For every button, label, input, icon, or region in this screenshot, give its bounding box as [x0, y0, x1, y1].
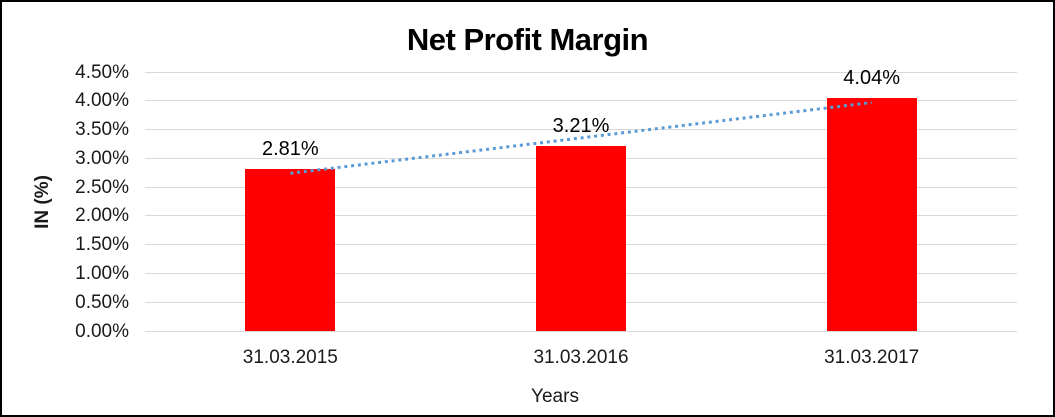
y-tick-label: 4.00% [75, 90, 129, 112]
x-tick-label: 31.03.2016 [533, 347, 629, 368]
y-tick-label: 4.50% [75, 61, 129, 83]
bar [536, 146, 626, 331]
bar [826, 98, 917, 331]
y-tick-label: 3.50% [75, 119, 129, 141]
y-tick-label: 3.00% [75, 147, 129, 169]
bar-data-label: 2.81% [261, 138, 319, 161]
gridline [145, 71, 1017, 73]
x-axis-title: Years [531, 386, 579, 407]
bar [245, 169, 336, 331]
x-tick-label: 31.03.2015 [242, 347, 338, 368]
y-tick-label: 0.00% [75, 320, 129, 342]
gridline [145, 330, 1017, 332]
y-tick-label: 2.50% [75, 176, 129, 198]
y-tick-label: 2.00% [75, 205, 129, 227]
y-tick-label: 1.00% [75, 262, 129, 284]
y-tick-label: 0.50% [75, 291, 129, 313]
y-tick-label: 1.50% [75, 234, 129, 256]
bar-data-label: 3.21% [552, 115, 610, 138]
chart-title: Net Profit Margin [406, 22, 649, 57]
x-tick-label: 31.03.2017 [824, 347, 920, 368]
gridline [145, 100, 1017, 102]
bar-data-label: 4.04% [843, 67, 901, 90]
